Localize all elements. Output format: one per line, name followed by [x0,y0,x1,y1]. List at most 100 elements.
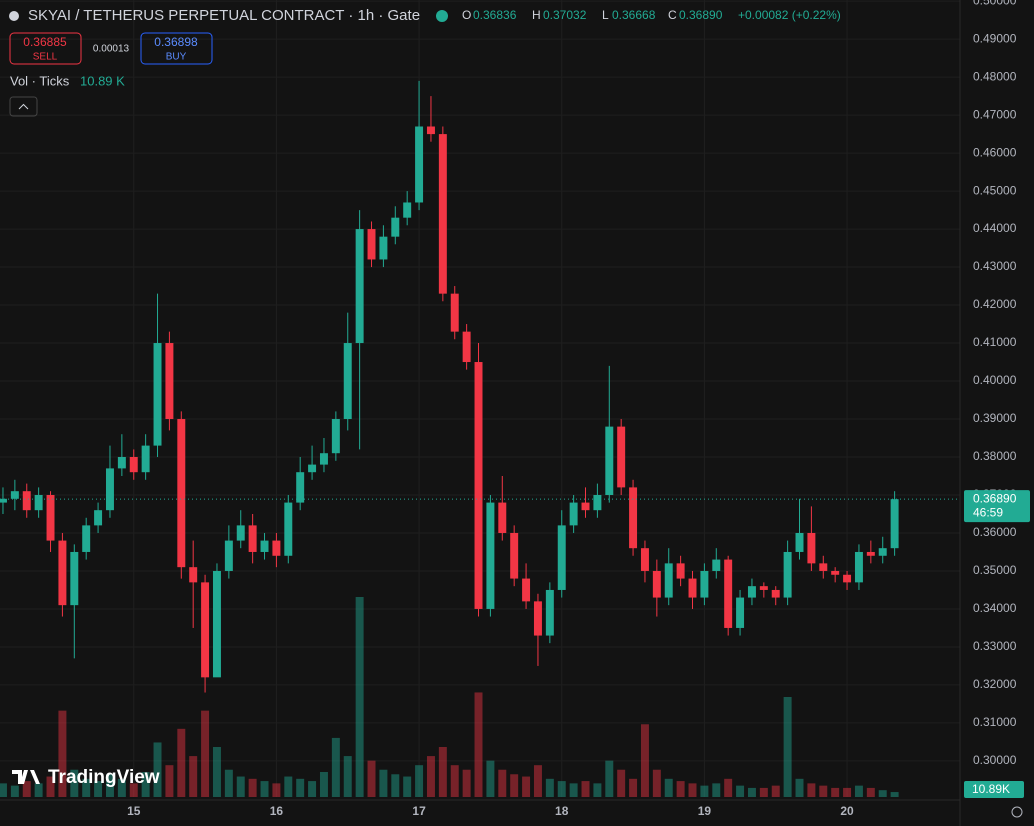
volume-tag-label: 10.89K [972,782,1010,796]
x-tick-label: 17 [412,804,426,818]
y-tick-label: 0.48000 [973,69,1017,83]
y-tick-label: 0.46000 [973,145,1017,159]
volume-bar [617,769,626,797]
volume-bar [747,787,756,797]
buy-button[interactable] [140,32,213,65]
volume-bar [153,742,162,797]
volume-bar [201,710,210,797]
symbol-icon[interactable] [9,11,19,21]
candle-body [866,551,875,556]
y-tick-label: 0.36000 [973,525,1017,539]
collapse-button[interactable] [9,96,38,117]
volume-bar [105,774,114,797]
candle-body [212,570,221,678]
candle-body [462,331,471,363]
candle-body [58,540,67,606]
volume-bar [664,778,673,797]
candle-body [652,570,661,598]
watermark-logo [12,770,40,784]
last-price-tag [964,490,1030,523]
sell-label[interactable]: SELL [33,52,58,63]
symbol-title[interactable]: SKYAI / TETHERUS PERPETUAL CONTRACT · 1h… [28,7,420,24]
candle-body [724,559,733,628]
volume-bar [165,765,174,797]
volume-bar [795,778,804,797]
volume-bar [415,765,424,797]
buy-price[interactable]: 0.36898 [154,35,198,49]
volume-bar [557,781,566,797]
ohlc-value: 0.36890 [679,8,723,22]
watermark: TradingView [48,767,160,788]
candle-body [831,570,840,575]
volume-bar [177,728,186,797]
y-tick-label: 0.47000 [973,107,1017,121]
candle-body [308,464,317,473]
y-tick-label: 0.32000 [973,677,1017,691]
y-tick-label: 0.44000 [973,221,1017,235]
collapse-icon[interactable] [18,103,29,110]
candle-body [0,498,7,503]
candle-body [474,362,483,609]
candle-body [331,419,340,454]
candle-body [177,419,186,568]
volume-bar [724,778,733,797]
volume-bar [438,747,447,797]
sell-price[interactable]: 0.36885 [23,35,67,49]
sell-button[interactable] [9,32,82,65]
candle-body [843,574,852,583]
y-tick-label: 0.40000 [973,373,1017,387]
volume-bar [0,783,7,797]
candle-body [783,551,792,598]
buy-label[interactable]: BUY [166,52,187,63]
candle-body [403,202,412,218]
volume-bar [866,787,875,797]
volume-bar [736,785,745,797]
volume-bar [522,776,531,797]
candle-body [236,525,245,541]
volume-bar [189,756,198,797]
candle-body [105,468,114,511]
volume-bar [34,783,43,797]
ohlc-value: 0.36668 [612,8,656,22]
volume-bar [771,785,780,797]
x-tick-label: 18 [555,804,569,818]
candle-body [224,540,233,571]
y-tick-label: 0.49000 [973,31,1017,45]
candle-body [771,589,780,598]
candle-body [141,445,150,473]
candle-body [617,426,626,488]
volume-bar [807,783,816,797]
candle-body [201,582,210,678]
volume-bar [426,756,435,797]
volume-bar [629,778,638,797]
candle-body [890,499,899,549]
volume-bar [379,769,388,797]
candle-body [379,236,388,260]
volume-bar [700,785,709,797]
x-tick-label: 20 [840,804,854,818]
candle-body [22,491,31,511]
volume-bar [117,778,126,797]
volume-bar [462,769,471,797]
volume-bar [819,785,828,797]
y-tick-label: 0.33000 [973,639,1017,653]
candle-body [545,589,554,636]
volume-bar [486,760,495,797]
y-tick-label: 0.34000 [973,601,1017,615]
candle-body [759,586,768,590]
volume-bar [70,769,79,797]
volume-bar [403,776,412,797]
y-tick-label: 0.38000 [973,449,1017,463]
volume-bar [581,781,590,797]
candle-body [284,502,293,556]
settings-icon[interactable] [1011,806,1023,818]
candle-body [593,494,602,511]
volume-bar [759,787,768,797]
candle-body [248,525,257,552]
y-tick-label: 0.43000 [973,259,1017,273]
volume-bar [474,692,483,797]
y-tick-label: 0.42000 [973,297,1017,311]
candle-body [117,457,126,469]
volume-bar [331,737,340,797]
volume-bar [510,774,519,797]
